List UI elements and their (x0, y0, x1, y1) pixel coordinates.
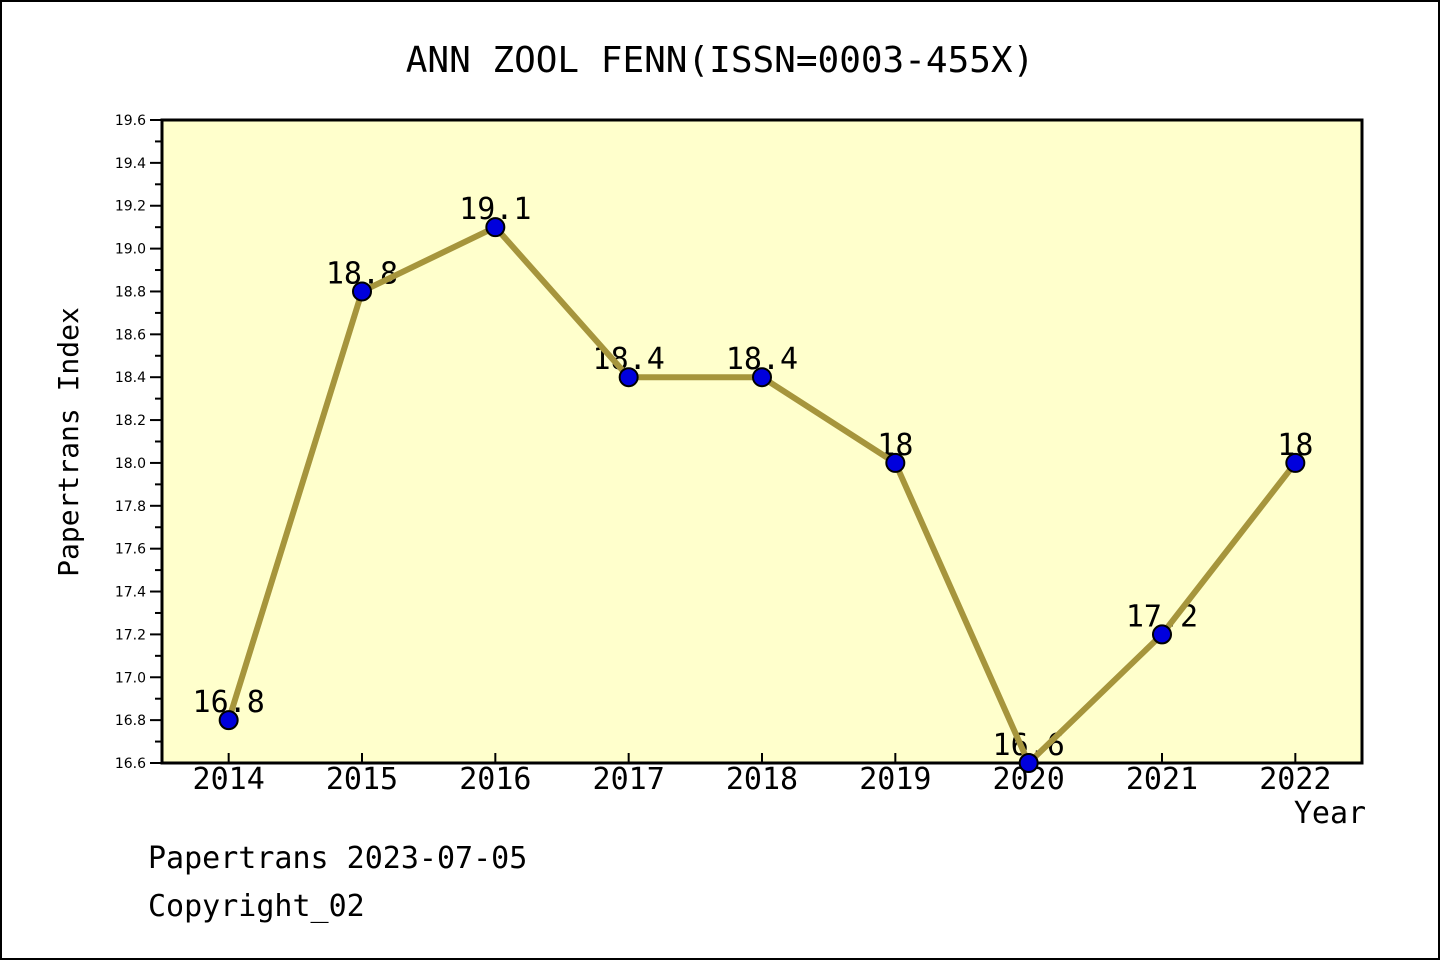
y-tick-label: 18.4 (115, 370, 146, 386)
data-point-marker (885, 452, 906, 473)
y-tick-label: 16.6 (115, 756, 146, 772)
y-tick-label: 16.8 (115, 713, 146, 729)
y-tick-label: 19.6 (115, 113, 146, 129)
y-tick-label: 19.4 (115, 156, 146, 172)
data-point-marker (1152, 624, 1172, 645)
x-tick-label: 2017 (593, 762, 665, 797)
chart-title: ANN ZOOL FENN(ISSN=0003-455X) (406, 40, 1035, 81)
x-tick-label: 2016 (459, 762, 531, 797)
y-tick-label: 18.2 (115, 413, 146, 429)
y-tick-label: 18.6 (115, 327, 146, 343)
y-tick-label: 17.8 (115, 499, 146, 515)
y-tick-label: 17.6 (115, 542, 146, 558)
data-point-marker (1285, 452, 1306, 473)
data-point-marker (618, 367, 639, 388)
data-point-marker (352, 281, 372, 302)
chart-generated-layer: 16.6 16.8 17.0 17.2 17.4 17.6 17.8 18.0 18.2 18.4… (115, 113, 1364, 797)
y-tick-label: 18.0 (115, 456, 146, 472)
x-tick-label: 2019 (859, 762, 931, 797)
y-tick-label: 19.0 (115, 242, 146, 258)
y-tick-label: 17.0 (115, 670, 146, 686)
data-point-marker (485, 217, 506, 238)
y-tick-label: 18.8 (115, 284, 146, 300)
plot-frame (160, 118, 1364, 765)
data-point-marker (1018, 753, 1039, 773)
footer-line-1: Papertrans 2023-07-05 (148, 841, 527, 876)
y-axis-label: Papertrans Index (52, 307, 85, 577)
x-tick-label: 2021 (1126, 762, 1198, 797)
data-point-marker (752, 367, 772, 388)
y-tick-label: 19.2 (115, 199, 146, 215)
footer-line-2: Copyright_02 (148, 889, 365, 924)
y-tick-label: 17.2 (115, 627, 146, 643)
plot-area (162, 120, 1362, 763)
y-tick-label: 17.4 (115, 585, 146, 601)
data-point-marker (218, 710, 239, 731)
x-tick-label: 2015 (326, 762, 398, 797)
x-tick-label: 2018 (726, 762, 798, 797)
x-tick-label: 2022 (1259, 762, 1331, 797)
x-tick-label: 2014 (193, 762, 265, 797)
x-axis-label: Year (1294, 796, 1366, 831)
